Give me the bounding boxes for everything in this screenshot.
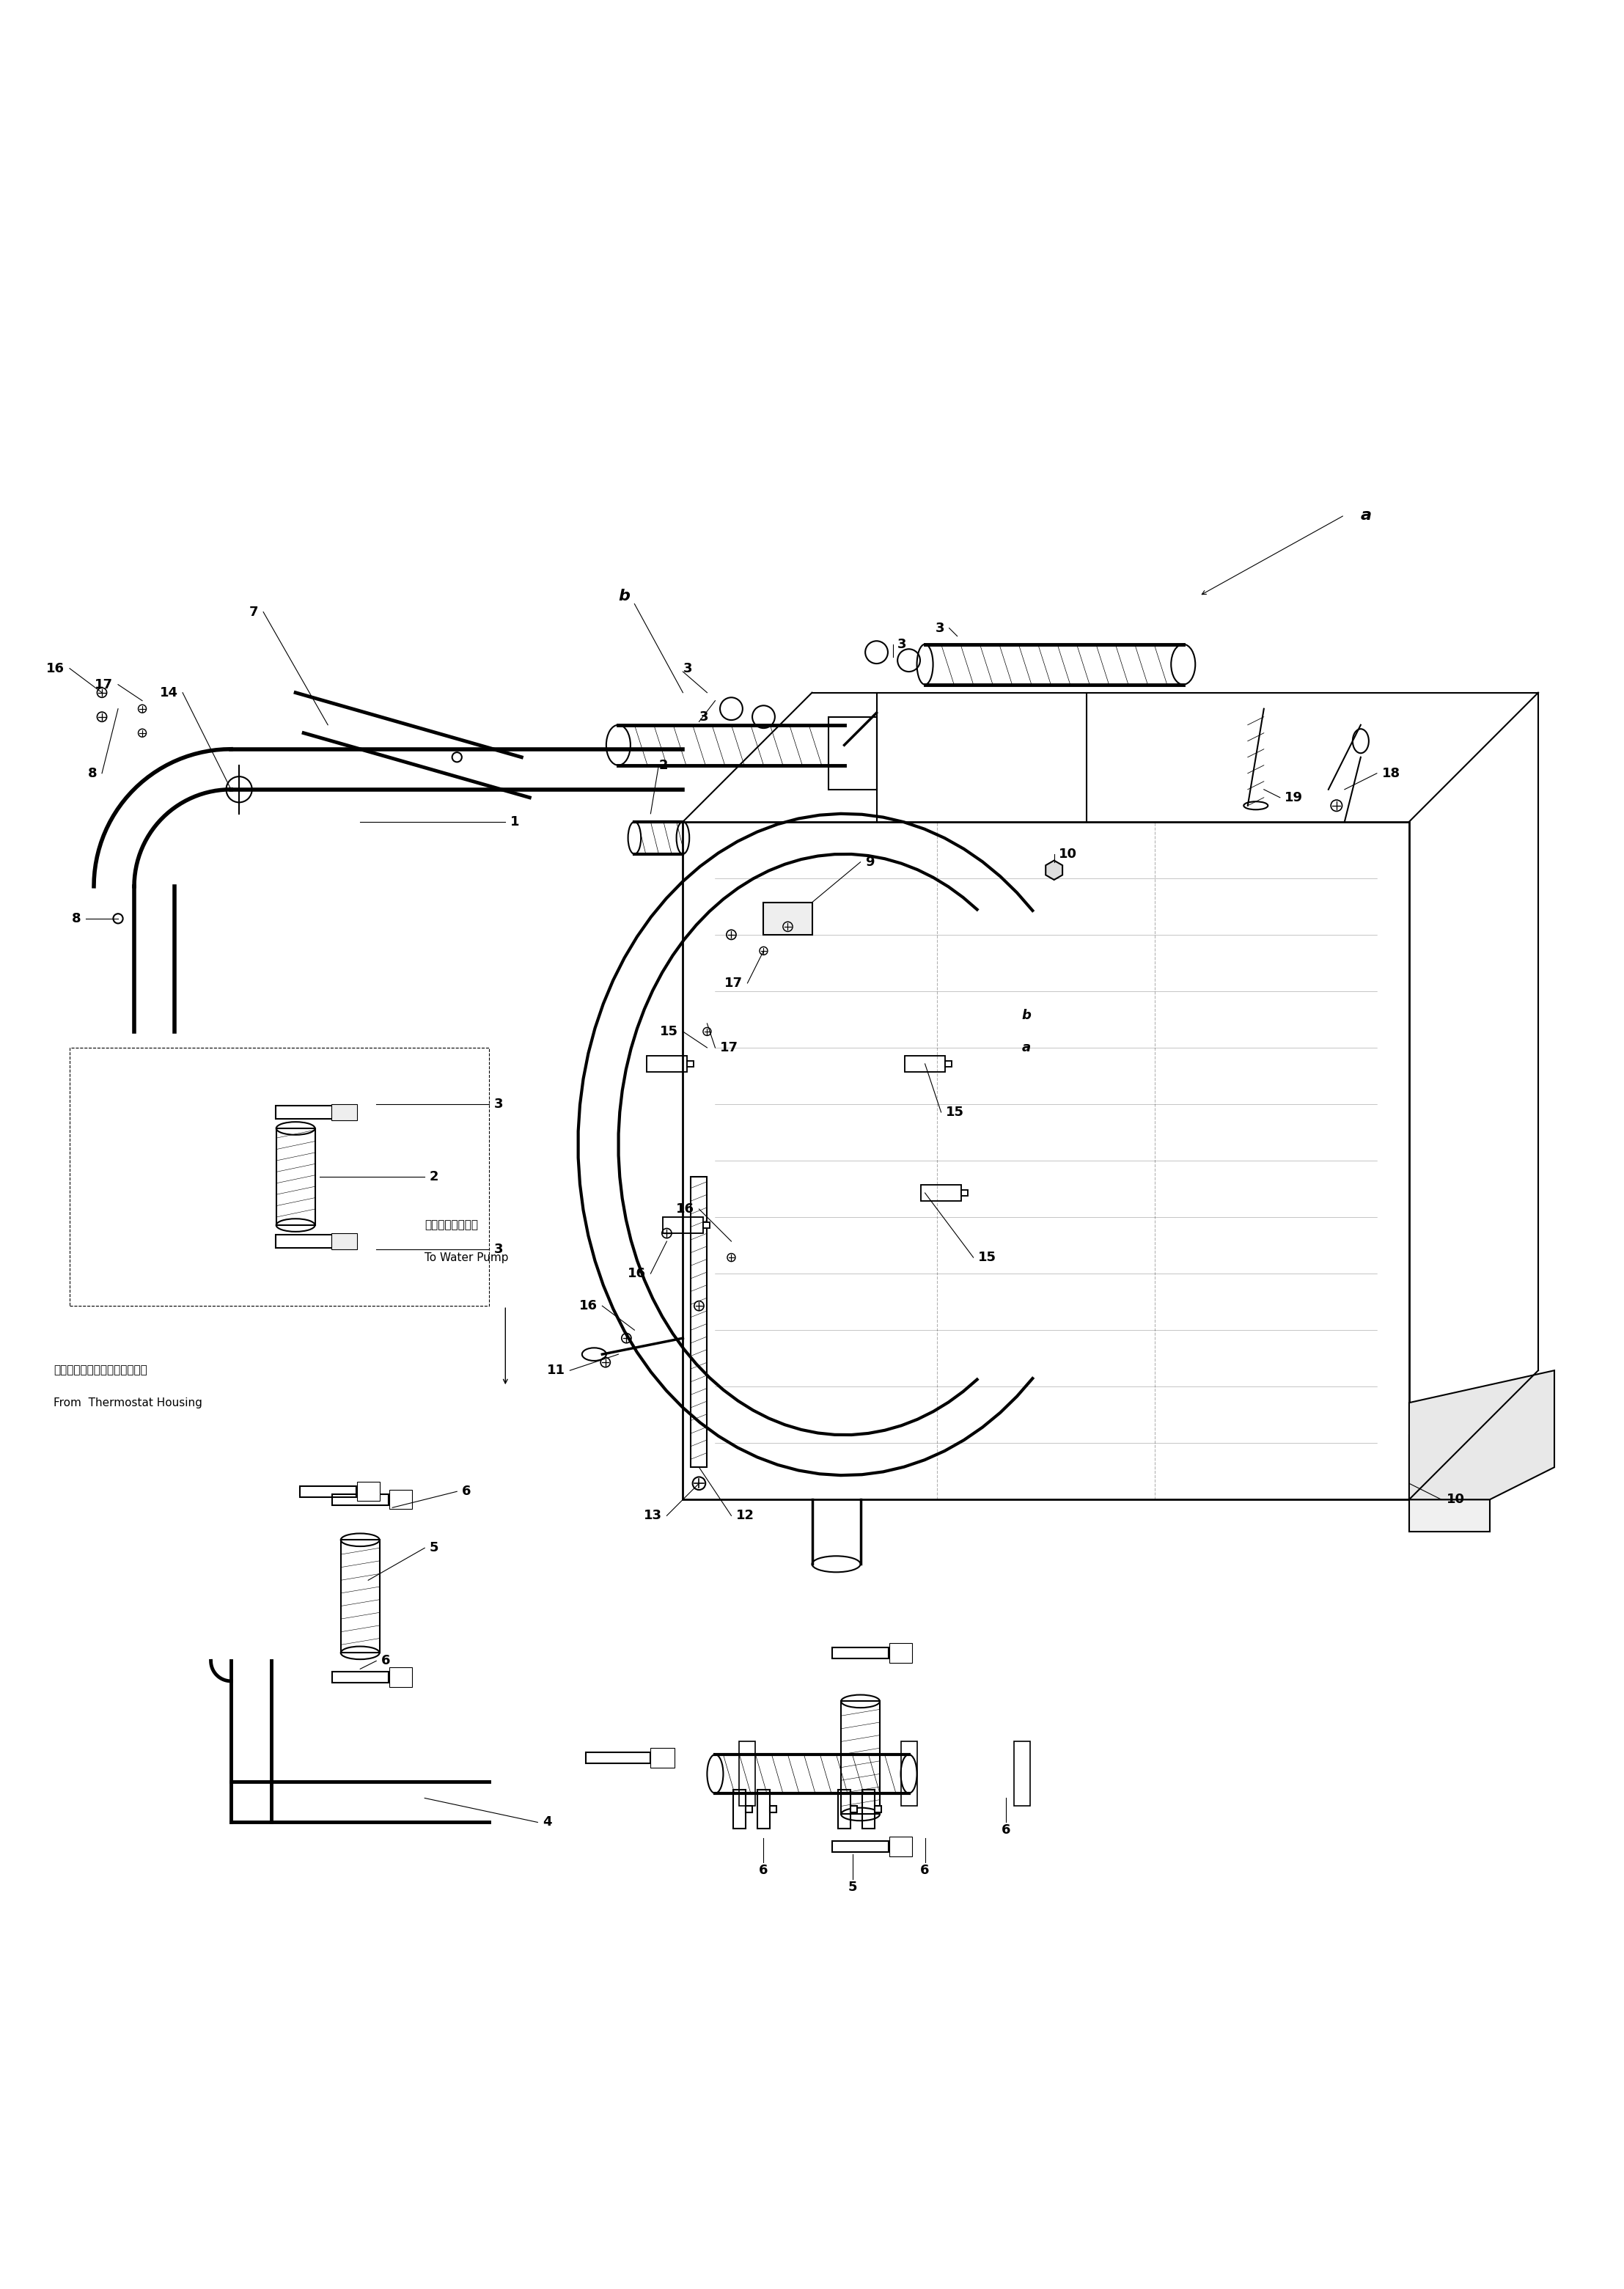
Polygon shape <box>875 1806 882 1813</box>
Polygon shape <box>961 1190 968 1197</box>
Text: サーモスタットハウジングから: サーモスタットハウジングから <box>54 1364 148 1376</box>
Ellipse shape <box>918 643 934 684</box>
Polygon shape <box>651 1749 676 1767</box>
Text: 3: 3 <box>698 710 708 723</box>
Text: 15: 15 <box>978 1250 997 1264</box>
Polygon shape <box>388 1497 395 1504</box>
Text: 16: 16 <box>676 1202 693 1215</box>
Text: 3: 3 <box>494 1243 503 1257</box>
Polygon shape <box>890 1836 913 1856</box>
Text: 15: 15 <box>659 1025 679 1039</box>
Text: 14: 14 <box>159 687 177 698</box>
Text: 6: 6 <box>921 1863 929 1877</box>
Text: 19: 19 <box>1285 792 1302 803</box>
Text: From  Thermostat Housing: From Thermostat Housing <box>54 1396 203 1408</box>
Text: 5: 5 <box>848 1879 857 1893</box>
Text: 9: 9 <box>866 856 874 870</box>
Text: 6: 6 <box>382 1655 390 1666</box>
Circle shape <box>226 776 252 803</box>
Text: ウォータポンプへ: ウォータポンプへ <box>425 1220 477 1231</box>
Polygon shape <box>331 1108 338 1115</box>
Text: 12: 12 <box>736 1508 755 1522</box>
Polygon shape <box>851 1806 857 1813</box>
Text: 8: 8 <box>71 911 81 925</box>
Polygon shape <box>745 1806 752 1813</box>
Polygon shape <box>651 1756 658 1760</box>
Text: 10: 10 <box>1059 847 1077 861</box>
Polygon shape <box>357 1481 380 1502</box>
Polygon shape <box>390 1490 412 1508</box>
Text: 10: 10 <box>1447 1492 1465 1506</box>
Text: 2: 2 <box>659 758 667 771</box>
Polygon shape <box>945 1060 952 1067</box>
Polygon shape <box>1410 1435 1489 1531</box>
Text: 16: 16 <box>627 1268 646 1280</box>
Text: 15: 15 <box>945 1106 965 1119</box>
Text: b: b <box>1021 1009 1031 1021</box>
Polygon shape <box>770 1806 776 1813</box>
Text: 6: 6 <box>461 1486 471 1497</box>
Text: 2: 2 <box>429 1170 438 1183</box>
Text: 1: 1 <box>510 815 520 829</box>
Text: 6: 6 <box>758 1863 768 1877</box>
Text: 17: 17 <box>94 678 114 691</box>
Polygon shape <box>1410 1371 1554 1499</box>
Polygon shape <box>703 1222 710 1229</box>
Polygon shape <box>388 1673 395 1680</box>
Polygon shape <box>888 1843 895 1850</box>
Text: 3: 3 <box>684 662 692 675</box>
Polygon shape <box>331 1238 338 1245</box>
Polygon shape <box>890 1644 913 1662</box>
Polygon shape <box>331 1103 357 1119</box>
Text: To Water Pump: To Water Pump <box>425 1252 508 1264</box>
Text: 7: 7 <box>250 604 258 618</box>
Text: a: a <box>1021 1041 1031 1055</box>
Polygon shape <box>390 1666 412 1687</box>
Polygon shape <box>331 1234 357 1250</box>
Text: 11: 11 <box>547 1364 565 1378</box>
Text: a: a <box>1361 508 1372 522</box>
Text: 4: 4 <box>542 1815 552 1829</box>
Polygon shape <box>687 1060 693 1067</box>
Text: 16: 16 <box>580 1300 598 1312</box>
Text: 3: 3 <box>898 639 906 650</box>
Text: 5: 5 <box>429 1540 438 1554</box>
Text: 3: 3 <box>935 623 944 634</box>
Text: 6: 6 <box>1000 1824 1010 1838</box>
Text: 18: 18 <box>1382 767 1400 781</box>
Polygon shape <box>888 1650 895 1655</box>
Polygon shape <box>763 902 812 934</box>
Text: b: b <box>619 588 630 602</box>
Text: 3: 3 <box>494 1096 503 1110</box>
Polygon shape <box>356 1488 362 1495</box>
Text: 8: 8 <box>88 767 97 781</box>
Text: 17: 17 <box>724 977 742 989</box>
Text: 16: 16 <box>47 662 65 675</box>
Text: 17: 17 <box>719 1041 739 1055</box>
Text: 13: 13 <box>643 1508 663 1522</box>
Polygon shape <box>1046 861 1062 879</box>
